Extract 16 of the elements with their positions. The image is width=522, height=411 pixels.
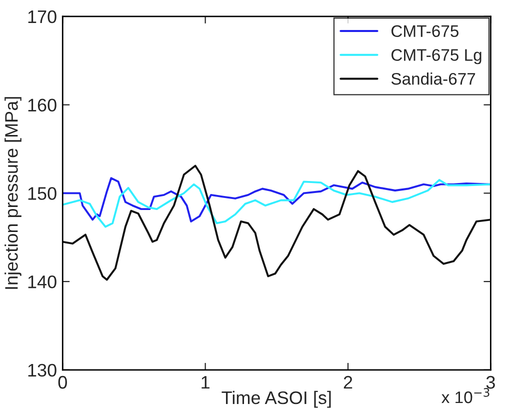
y-tick-label: 140 [28,275,56,288]
legend-label: CMT-675 [391,25,458,38]
x-axis-title: Time ASOI [s] [222,390,331,408]
x-tick-label: 3 [486,376,495,389]
y-tick-label: 130 [28,364,56,377]
y-tick-label: 160 [28,98,56,112]
y-axis-title: Injection pressure [MPa] [4,97,22,289]
line-series [62,164,491,281]
legend-label: CMT-675 Lg [391,49,482,64]
y-tick-label: 170 [28,10,56,24]
x-tick-label: 1 [202,376,210,389]
x-tick-label: 0 [58,376,67,389]
x-tick-label: 2 [344,376,352,389]
legend-label: Sandia-677 [391,72,476,85]
text: x 10$^{−3}$ [442,388,490,404]
y-tick-label: 150 [28,187,56,200]
